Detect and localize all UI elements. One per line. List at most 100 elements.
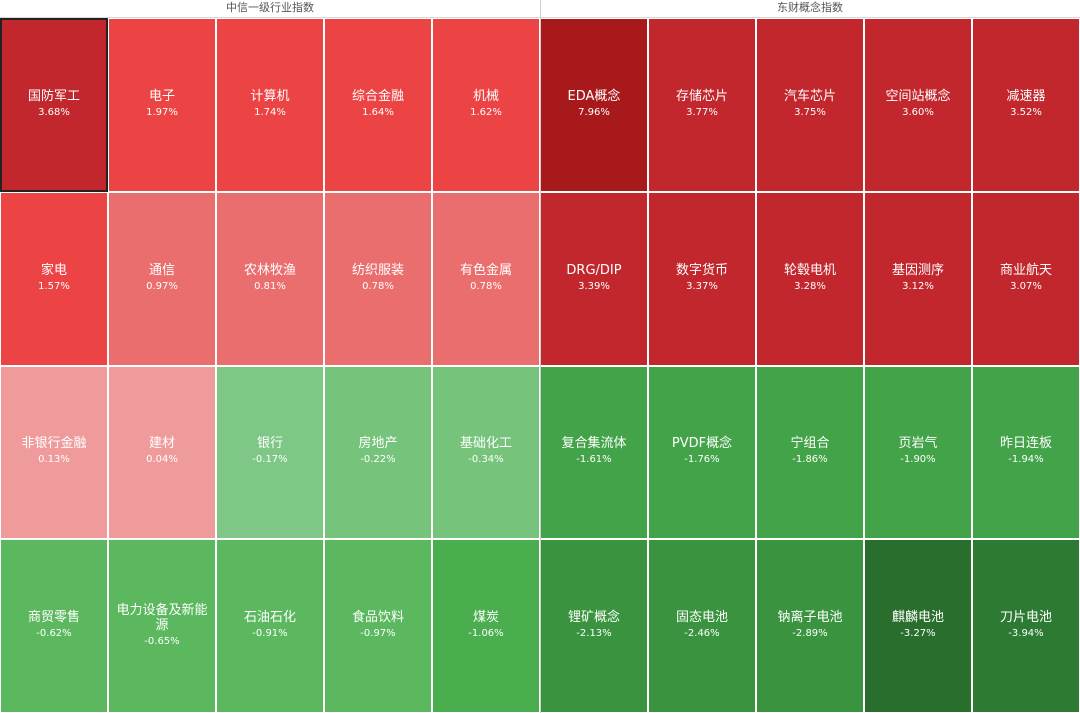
heatmap-cell[interactable]: 刀片电池 -3.94%	[972, 539, 1080, 713]
heatmap-cell[interactable]: 综合金融 1.64%	[324, 18, 432, 192]
cell-name-label: 电力设备及新能源	[116, 602, 208, 633]
cell-name-label: 国防军工	[27, 88, 80, 104]
cell-name-label: 有色金属	[459, 262, 512, 278]
heatmap-cell[interactable]: 汽车芯片 3.75%	[756, 18, 864, 192]
cell-name-label: 锂矿概念	[567, 610, 620, 626]
cell-percent-label: 0.13%	[38, 454, 70, 466]
cell-name-label: 农林牧渔	[243, 262, 296, 278]
heatmap-cell[interactable]: 商贸零售 -0.62%	[0, 539, 108, 713]
heatmap-cell[interactable]: 数字货币 3.37%	[648, 191, 756, 366]
cell-percent-label: 0.81%	[254, 280, 286, 292]
cell-percent-label: 1.74%	[254, 106, 286, 118]
panel-title: 东财概念指数	[540, 0, 1080, 18]
cell-percent-label: 3.77%	[686, 106, 718, 118]
cell-name-label: 电子	[148, 88, 175, 104]
cell-percent-label: 0.78%	[362, 280, 394, 292]
cell-percent-label: 3.07%	[1010, 280, 1042, 292]
heatmap-cell[interactable]: 机械 1.62%	[432, 18, 540, 192]
heatmap-cell[interactable]: 计算机 1.74%	[216, 18, 324, 192]
cell-name-label: 商业航天	[999, 262, 1052, 278]
heatmap-cell[interactable]: 电子 1.97%	[108, 18, 216, 192]
heatmap-cell[interactable]: 页岩气 -1.90%	[864, 365, 972, 540]
heatmap-cell[interactable]: 纺织服装 0.78%	[324, 191, 432, 366]
heatmap-cell[interactable]: 家电 1.57%	[0, 191, 108, 366]
cell-percent-label: -3.94%	[1008, 628, 1044, 640]
cell-percent-label: -0.91%	[252, 628, 288, 640]
cell-percent-label: -0.65%	[144, 635, 180, 647]
heatmap-cell[interactable]: DRG/DIP 3.39%	[540, 191, 648, 366]
cell-percent-label: 3.12%	[902, 280, 934, 292]
heatmap-cell[interactable]: 宁组合 -1.86%	[756, 365, 864, 540]
heatmap-cell[interactable]: 石油石化 -0.91%	[216, 539, 324, 713]
heatmap-cell[interactable]: 基因测序 3.12%	[864, 191, 972, 366]
heatmap-cell[interactable]: 国防军工 3.68%	[0, 18, 108, 192]
heatmap-cell[interactable]: 农林牧渔 0.81%	[216, 191, 324, 366]
cell-percent-label: 0.04%	[146, 454, 178, 466]
heatmap-cell[interactable]: 存储芯片 3.77%	[648, 18, 756, 192]
cell-percent-label: -0.62%	[36, 628, 72, 640]
cell-percent-label: -2.46%	[684, 628, 720, 640]
heatmap-cell[interactable]: 银行 -0.17%	[216, 365, 324, 540]
heatmap-cell[interactable]: 复合集流体 -1.61%	[540, 365, 648, 540]
cell-name-label: 建材	[148, 436, 175, 452]
heatmap-cell[interactable]: 基础化工 -0.34%	[432, 365, 540, 540]
cell-name-label: 非银行金融	[21, 436, 87, 452]
heatmap-cell[interactable]: 建材 0.04%	[108, 365, 216, 540]
cell-percent-label: -1.94%	[1008, 454, 1044, 466]
heatmap-cell[interactable]: 固态电池 -2.46%	[648, 539, 756, 713]
heatmap-cell[interactable]: 昨日连板 -1.94%	[972, 365, 1080, 540]
cell-percent-label: 0.78%	[470, 280, 502, 292]
heatmap-cell[interactable]: EDA概念 7.96%	[540, 18, 648, 192]
cell-name-label: 银行	[256, 436, 283, 452]
cell-percent-label: 3.68%	[38, 106, 70, 118]
cell-percent-label: 3.60%	[902, 106, 934, 118]
cell-name-label: 家电	[40, 262, 67, 278]
cell-name-label: 汽车芯片	[783, 88, 836, 104]
heatmap-cell[interactable]: 空间站概念 3.60%	[864, 18, 972, 192]
cell-percent-label: 1.97%	[146, 106, 178, 118]
panel-title: 中信一级行业指数	[0, 0, 540, 18]
cell-percent-label: -2.13%	[576, 628, 612, 640]
cell-name-label: 麒麟电池	[891, 610, 944, 626]
heatmap-cell[interactable]: 麒麟电池 -3.27%	[864, 539, 972, 713]
cell-percent-label: 3.52%	[1010, 106, 1042, 118]
cell-name-label: 刀片电池	[999, 610, 1052, 626]
cell-name-label: 页岩气	[898, 436, 938, 452]
cell-name-label: 存储芯片	[675, 88, 728, 104]
cell-percent-label: -0.97%	[360, 628, 396, 640]
heatmap-cell[interactable]: 有色金属 0.78%	[432, 191, 540, 366]
cell-percent-label: -0.17%	[252, 454, 288, 466]
cell-percent-label: 1.57%	[38, 280, 70, 292]
cell-name-label: 通信	[148, 262, 175, 278]
cell-name-label: 机械	[472, 88, 499, 104]
cell-name-label: PVDF概念	[671, 436, 733, 452]
cell-percent-label: 3.37%	[686, 280, 718, 292]
cell-name-label: 空间站概念	[885, 88, 951, 104]
cell-name-label: 固态电池	[675, 610, 728, 626]
heatmap-cell[interactable]: 煤炭 -1.06%	[432, 539, 540, 713]
heatmap-cell[interactable]: 通信 0.97%	[108, 191, 216, 366]
cell-name-label: 减速器	[1006, 88, 1046, 104]
heatmap-cell[interactable]: 食品饮料 -0.97%	[324, 539, 432, 713]
heatmap-cell[interactable]: 锂矿概念 -2.13%	[540, 539, 648, 713]
cell-percent-label: 3.75%	[794, 106, 826, 118]
heatmap-cell[interactable]: 电力设备及新能源 -0.65%	[108, 539, 216, 713]
cell-percent-label: 1.64%	[362, 106, 394, 118]
heatmap-cell[interactable]: 轮毂电机 3.28%	[756, 191, 864, 366]
cell-percent-label: -1.06%	[468, 628, 504, 640]
heatmap-cell[interactable]: 减速器 3.52%	[972, 18, 1080, 192]
cell-percent-label: -2.89%	[792, 628, 828, 640]
cell-percent-label: 0.97%	[146, 280, 178, 292]
heatmap-cell[interactable]: 商业航天 3.07%	[972, 191, 1080, 366]
cell-name-label: 房地产	[358, 436, 398, 452]
heatmap-cell[interactable]: 钠离子电池 -2.89%	[756, 539, 864, 713]
heatmap-cell[interactable]: 房地产 -0.22%	[324, 365, 432, 540]
cell-name-label: 昨日连板	[999, 436, 1052, 452]
cell-percent-label: -1.61%	[576, 454, 612, 466]
cell-percent-label: -1.76%	[684, 454, 720, 466]
heatmap-cell[interactable]: 非银行金融 0.13%	[0, 365, 108, 540]
heatmap-cell[interactable]: PVDF概念 -1.76%	[648, 365, 756, 540]
cell-name-label: 宁组合	[790, 436, 830, 452]
cell-percent-label: -0.34%	[468, 454, 504, 466]
